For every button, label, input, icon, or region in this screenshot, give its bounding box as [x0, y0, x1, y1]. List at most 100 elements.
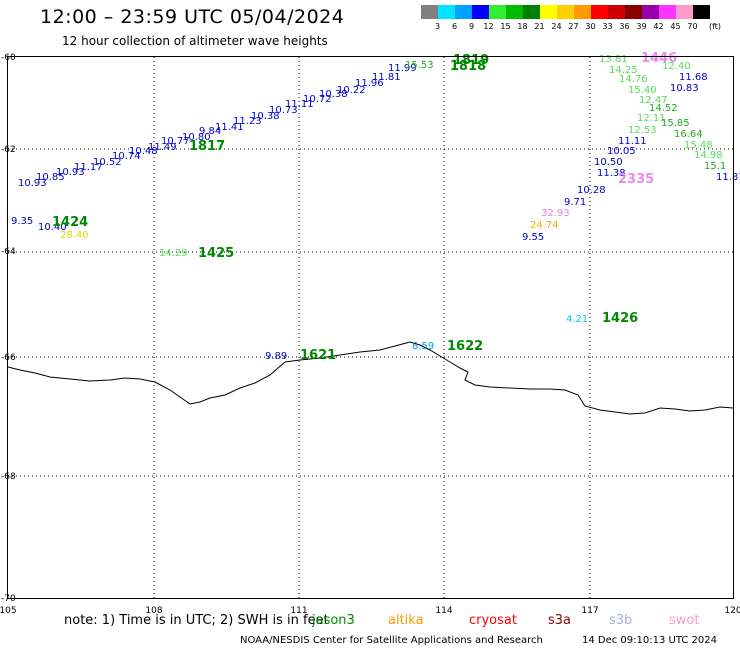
pass-time-label: 1425: [198, 246, 234, 261]
satellite-legend-item: s3a: [548, 613, 572, 628]
colorbar-swatch: [438, 5, 455, 19]
colorbar-swatch: [506, 5, 523, 19]
colorbar-swatch: [659, 5, 676, 19]
wave-height-reading: 15.40: [628, 85, 657, 96]
longitude-tick-label: 117: [581, 606, 598, 616]
pass-time-label: 2335: [618, 172, 654, 187]
colorbar-swatch: [591, 5, 608, 19]
colorbar-swatch: [625, 5, 642, 19]
wave-height-reading: 10.50: [594, 157, 623, 168]
wave-height-reading: 10.05: [607, 146, 636, 157]
wave-height-reading: 10.40: [38, 222, 67, 233]
wave-height-reading: 15.1: [704, 161, 726, 172]
wave-height-reading: 11.38: [597, 168, 626, 179]
wave-height-reading: 11.41: [215, 122, 244, 133]
colorbar-swatch: [523, 5, 540, 19]
wave-height-reading: 10.80: [182, 132, 211, 143]
pass-time-label: 1424: [52, 215, 88, 230]
latitude-tick-label: -64: [1, 247, 16, 257]
wave-height-reading: 12.53: [628, 125, 657, 136]
wave-height-reading: 14.76: [619, 74, 648, 85]
wave-height-reading: 10.38: [319, 89, 348, 100]
wave-height-reading: 24.74: [530, 220, 559, 231]
wave-height-reading: 11.49: [148, 142, 177, 153]
colorbar-label: 70: [687, 22, 698, 31]
map-note: note: 1) Time is in UTC; 2) SWH is in fe…: [64, 613, 329, 628]
wave-height-reading: 10.74: [112, 151, 141, 162]
wave-height-reading: 11.17: [74, 162, 103, 173]
page-title: 12:00 – 23:59 UTC 05/04/2024: [40, 6, 345, 28]
wave-height-reading: 9.71: [564, 197, 586, 208]
satellite-legend-item: jason3: [312, 613, 355, 628]
colorbar-label: 27: [568, 22, 579, 31]
wave-height-reading: 12.11: [637, 113, 666, 124]
wave-height-reading: 15.48: [684, 140, 713, 151]
colorbar-swatch: [574, 5, 591, 19]
wave-height-reading: 16.64: [674, 129, 703, 140]
latitude-tick-label: -60: [1, 53, 16, 63]
wave-height-reading: 9.35: [11, 216, 33, 227]
colorbar-swatch: [693, 5, 710, 19]
colorbar-label: 3: [434, 22, 441, 31]
wave-height-reading: 10.28: [577, 185, 606, 196]
footer-timestamp: 14 Dec 09:10:13 UTC 2024: [582, 635, 717, 646]
wave-height-reading: 10.48: [129, 146, 158, 157]
wave-height-reading: 4.21: [566, 314, 588, 325]
wave-height-reading: 12.40: [662, 61, 691, 72]
colorbar-swatch: [608, 5, 625, 19]
wave-height-reading: 10.93: [56, 167, 85, 178]
satellite-legend-item: swot: [669, 613, 700, 628]
wave-height-reading: 10.83: [670, 83, 699, 94]
wave-height-reading: 14.52: [649, 103, 678, 114]
colorbar-swatch: [421, 5, 438, 19]
coastline: [7, 341, 734, 415]
wave-height-reading: 10.38: [251, 111, 280, 122]
latitude-tick-label: -70: [1, 594, 16, 604]
wave-height-reading: 14.29: [159, 248, 188, 259]
longitude-tick-label: 108: [145, 606, 162, 616]
satellite-legend-item: cryosat: [469, 613, 517, 628]
colorbar-swatch: [642, 5, 659, 19]
colorbar-swatch: [540, 5, 557, 19]
pass-time-label: 1622: [447, 339, 483, 354]
wave-height-reading: 12.47: [639, 95, 668, 106]
wave-height-reading: 11.11: [285, 99, 314, 110]
wave-height-reading: 10.77: [161, 136, 190, 147]
colorbar-swatch: [676, 5, 693, 19]
wave-height-reading: 15.53: [405, 60, 434, 71]
wave-height-reading: 13.81: [599, 54, 628, 65]
pass-time-label: 1426: [602, 311, 638, 326]
colorbar-swatch: [472, 5, 489, 19]
colorbar-label: 24: [551, 22, 562, 31]
colorbar-label: 39: [636, 22, 647, 31]
colorbar-label: 15: [500, 22, 511, 31]
wave-height-reading: 14.25: [609, 65, 638, 76]
wave-height-reading: 9.55: [522, 232, 544, 243]
footer-credit: NOAA/NESDIS Center for Satellite Applica…: [240, 635, 543, 646]
pass-time-label: 1818: [450, 59, 486, 74]
colorbar-label: 18: [517, 22, 528, 31]
pass-time-label: 1446: [641, 51, 677, 66]
wave-height-reading: 10.93: [18, 178, 47, 189]
wave-height-reading: 10.72: [303, 94, 332, 105]
colorbar-label: 45: [670, 22, 681, 31]
latitude-tick-label: -68: [1, 472, 16, 482]
satellite-legend-item: altika: [388, 613, 424, 628]
longitude-tick-label: 114: [435, 606, 452, 616]
wave-height-reading: 9.84: [199, 126, 221, 137]
wave-height-reading: 15.85: [661, 118, 690, 129]
wave-height-reading: 11.68: [679, 72, 708, 83]
wave-height-reading: 10.22: [337, 85, 366, 96]
page-subtitle: 12 hour collection of altimeter wave hei…: [62, 34, 328, 48]
wave-height-reading: 11.99: [388, 63, 417, 74]
colorbar-label: 21: [534, 22, 545, 31]
colorbar-label: 12: [483, 22, 494, 31]
colorbar-unit: (ft): [708, 22, 722, 31]
wave-height-reading: 10.73: [269, 105, 298, 116]
wave-height-reading: 9.89: [265, 351, 287, 362]
wave-height-reading: 28.40: [60, 230, 89, 241]
longitude-tick-label: 105: [0, 606, 17, 616]
colorbar-label: 9: [468, 22, 475, 31]
colorbar-label: 33: [602, 22, 613, 31]
